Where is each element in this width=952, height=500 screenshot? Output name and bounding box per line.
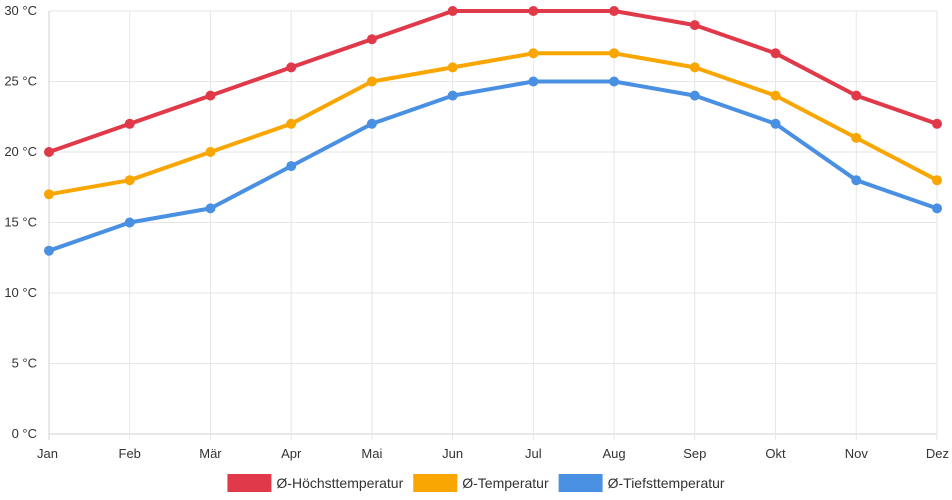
series-low-point[interactable] <box>286 161 297 172</box>
series-low-point[interactable] <box>124 217 135 228</box>
x-tick-label: Jan <box>37 446 58 461</box>
x-tick-label: Jun <box>442 446 463 461</box>
x-tick-label: Nov <box>845 446 869 461</box>
series-mean-point[interactable] <box>44 189 54 200</box>
x-tick-label: Aug <box>603 446 626 461</box>
series-low-line <box>47 79 939 253</box>
series-mean-point[interactable] <box>851 132 862 143</box>
series-high-point[interactable] <box>609 6 620 16</box>
x-tick-label: Mai <box>361 446 382 461</box>
x-tick-label: Mär <box>199 446 222 461</box>
y-tick-label: 20 °C <box>4 144 37 159</box>
series-high-point[interactable] <box>366 34 377 45</box>
legend-label: Ø-Temperatur <box>462 475 549 491</box>
series-mean-point[interactable] <box>609 48 620 59</box>
series-layer <box>44 6 942 256</box>
legend-swatch <box>413 474 458 492</box>
series-mean <box>44 48 942 200</box>
x-tick-label: Sep <box>683 446 706 461</box>
series-mean-point[interactable] <box>366 76 377 87</box>
legend[interactable]: Ø-Höchsttemperatur Ø-Temperatur Ø-Tiefstte… <box>227 474 725 492</box>
y-tick-label: 30 °C <box>4 3 37 18</box>
series-low <box>44 76 942 256</box>
series-high-point[interactable] <box>932 118 942 129</box>
series-high-point[interactable] <box>44 147 54 157</box>
y-axis: 0 °C 5 °C 10 °C 15 °C 20 °C 25 °C 30 °C <box>4 3 37 441</box>
legend-label: Ø-Höchsttemperatur <box>276 475 403 491</box>
legend-item-mean[interactable]: Ø-Temperatur <box>413 474 549 492</box>
series-mean-point[interactable] <box>447 62 458 73</box>
y-tick-label: 15 °C <box>4 215 37 230</box>
series-mean-point[interactable] <box>528 48 539 59</box>
series-mean-point[interactable] <box>124 175 135 186</box>
series-low-point[interactable] <box>689 90 700 101</box>
series-low-point[interactable] <box>447 90 458 101</box>
x-tick-label: Dez <box>926 446 949 461</box>
legend-label: Ø-Tiefsttemperatur <box>608 475 725 491</box>
legend-item-low[interactable]: Ø-Tiefsttemperatur <box>558 474 725 492</box>
grid-layer <box>48 10 938 440</box>
series-low-point[interactable] <box>528 76 539 87</box>
y-tick-label: 10 °C <box>4 285 37 300</box>
series-low-point[interactable] <box>205 203 216 214</box>
series-mean-line <box>47 51 939 197</box>
series-low-point[interactable] <box>609 76 620 87</box>
legend-item-high[interactable]: Ø-Höchsttemperatur <box>227 474 404 492</box>
series-high-point[interactable] <box>447 6 458 16</box>
y-tick-label: 25 °C <box>4 74 37 89</box>
x-axis: Jan Feb Mär Apr Mai Jun Jul Aug Sep Okt Nov Dez <box>37 446 949 461</box>
series-high-point[interactable] <box>770 48 781 59</box>
y-tick-label: 5 °C <box>12 356 37 371</box>
x-tick-label: Okt <box>765 446 786 461</box>
x-tick-label: Jul <box>525 446 542 461</box>
series-mean-point[interactable] <box>205 147 216 157</box>
series-high-line <box>47 9 939 154</box>
series-high-point[interactable] <box>851 90 862 101</box>
series-high-point[interactable] <box>205 90 216 101</box>
legend-swatch <box>227 474 272 492</box>
series-high-point[interactable] <box>286 62 297 73</box>
series-high <box>44 6 942 157</box>
y-tick-label: 0 °C <box>12 426 37 441</box>
series-mean-point[interactable] <box>770 90 781 101</box>
series-high-point[interactable] <box>689 20 700 31</box>
legend-swatch <box>558 474 603 492</box>
series-low-point[interactable] <box>770 118 781 129</box>
series-low-point[interactable] <box>44 245 54 256</box>
series-mean-point[interactable] <box>286 118 297 129</box>
series-high-point[interactable] <box>124 118 135 129</box>
series-low-point[interactable] <box>851 175 862 186</box>
series-low-point[interactable] <box>366 118 377 129</box>
series-low-point[interactable] <box>932 203 942 214</box>
series-high-point[interactable] <box>528 6 539 16</box>
series-mean-point[interactable] <box>689 62 700 73</box>
x-tick-label: Apr <box>281 446 302 461</box>
series-mean-point[interactable] <box>932 175 942 186</box>
x-tick-label: Feb <box>119 446 141 461</box>
